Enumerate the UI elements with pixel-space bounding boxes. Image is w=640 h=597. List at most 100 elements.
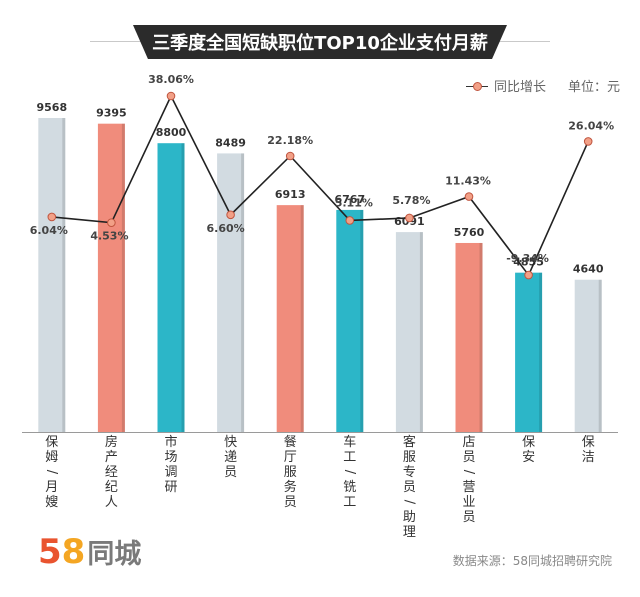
bar-shade xyxy=(62,118,66,432)
category-label-char: / xyxy=(44,470,59,475)
growth-point xyxy=(285,151,295,161)
growth-point xyxy=(405,213,414,223)
category-label-char: 员 xyxy=(403,480,416,495)
bar-value-label: 9395 xyxy=(96,107,127,120)
category-label-char: 洁 xyxy=(582,450,595,465)
category-label-char: 经 xyxy=(105,465,118,480)
bar-value-label: 6767 xyxy=(334,193,365,206)
category-label-char: 店 xyxy=(462,435,475,450)
bar-value-label: 8800 xyxy=(156,126,187,139)
category-label-char: 厅 xyxy=(284,450,297,465)
category-label-char: 服 xyxy=(284,465,297,480)
category-label-char: 场 xyxy=(164,450,177,465)
bar xyxy=(574,279,602,432)
bar xyxy=(515,272,543,432)
category-label-char: 专 xyxy=(403,465,416,480)
bar-shade xyxy=(121,123,125,433)
logo-digit-8: 8 xyxy=(61,531,86,572)
bar-shade xyxy=(539,272,543,432)
growth-value-label: 38.06% xyxy=(148,73,194,86)
bar-shade xyxy=(419,232,423,432)
growth-point xyxy=(464,192,474,201)
category-label-char: 姆 xyxy=(45,450,58,465)
category-label-char: 员 xyxy=(462,510,475,525)
bar-shade xyxy=(181,143,185,432)
chart-title: 三季度全国短缺职位TOP10企业支付月薪 xyxy=(133,25,507,59)
category-label-char: 员 xyxy=(284,495,297,510)
bar xyxy=(395,232,423,432)
title-rule-left xyxy=(90,41,148,42)
bar xyxy=(336,209,364,432)
growth-value-label: 6.60% xyxy=(207,222,245,235)
bar-shade xyxy=(598,279,602,432)
category-label-char: 员 xyxy=(224,465,237,480)
growth-value-label: 26.04% xyxy=(568,119,614,132)
category-label-char: 纪 xyxy=(105,480,118,495)
bar-shade xyxy=(300,205,304,432)
legend-line-marker-icon xyxy=(465,81,488,91)
title-banner: 三季度全国短缺职位TOP10企业支付月薪 xyxy=(0,22,640,62)
growth-value-label: 11.43% xyxy=(445,175,491,188)
category-label-char: 嫂 xyxy=(45,495,58,510)
growth-value-label: 22.18% xyxy=(267,134,313,147)
category-label-char: 理 xyxy=(403,525,416,540)
category-label-char: 保 xyxy=(582,435,595,450)
category-label-char: 递 xyxy=(224,450,237,465)
category-label-char: 快 xyxy=(224,435,237,450)
category-label-char: / xyxy=(401,500,416,505)
logo-digit-5: 5 xyxy=(38,531,62,572)
growth-line xyxy=(51,94,589,277)
category-label-char: 客 xyxy=(403,434,416,450)
category-label-char: 安 xyxy=(522,450,535,465)
category-label-char: 人 xyxy=(105,495,118,510)
category-label-char: 务 xyxy=(284,479,297,495)
category-label-char: 产 xyxy=(105,450,118,465)
bar-shade xyxy=(479,242,483,432)
bar-value-label: 4640 xyxy=(573,263,604,276)
growth-value-label: -9.34% xyxy=(506,252,549,265)
category-label-char: 助 xyxy=(403,510,416,525)
growth-point xyxy=(583,137,593,146)
growth-point xyxy=(345,216,355,225)
bar xyxy=(455,242,483,432)
category-label-char: 铣 xyxy=(343,480,356,495)
data-source: 数据来源：58同城招聘研究院 xyxy=(452,554,612,568)
category-label-char: 保 xyxy=(45,435,58,450)
category-label-char: 调 xyxy=(164,465,177,480)
legend: 同比增长 单位：元 xyxy=(465,76,620,95)
category-label-char: / xyxy=(342,470,357,475)
bar-value-label: 9568 xyxy=(36,101,67,114)
bar-value-label: 8489 xyxy=(215,136,246,149)
category-label-char: 市 xyxy=(164,434,177,450)
category-label-char: 工 xyxy=(343,450,356,465)
bar-shade xyxy=(241,153,245,432)
growth-value-label: 5.78% xyxy=(392,194,430,207)
growth-value-label: 5.11% xyxy=(335,196,373,209)
growth-value-label: 4.53% xyxy=(90,230,128,243)
growth-point xyxy=(107,218,116,227)
bar xyxy=(157,143,185,432)
bar xyxy=(97,123,125,433)
legend-series-label: 同比增长 xyxy=(493,80,546,95)
category-label-char: 员 xyxy=(462,450,475,465)
legend-unit-label: 单位：元 xyxy=(567,80,620,95)
category-label-char: 房 xyxy=(105,434,118,450)
category-label-char: 保 xyxy=(522,435,535,450)
category-label-char: 研 xyxy=(164,480,177,495)
growth-point xyxy=(166,91,176,101)
category-label-char: 餐 xyxy=(284,434,297,450)
bar-value-label: 5760 xyxy=(454,226,485,239)
category-label-char: 工 xyxy=(343,495,356,510)
category-label-char: 服 xyxy=(403,450,416,465)
bar-value-label: 6913 xyxy=(275,188,306,201)
bar-shade xyxy=(360,209,364,432)
bar xyxy=(38,118,66,432)
category-label-char: 月 xyxy=(45,480,58,495)
category-label-char: 车 xyxy=(343,434,356,450)
growth-value-label: 6.04% xyxy=(30,224,68,237)
bar xyxy=(276,205,304,432)
logo-name: 同城 xyxy=(87,539,142,570)
category-label-char: 营 xyxy=(462,480,475,495)
